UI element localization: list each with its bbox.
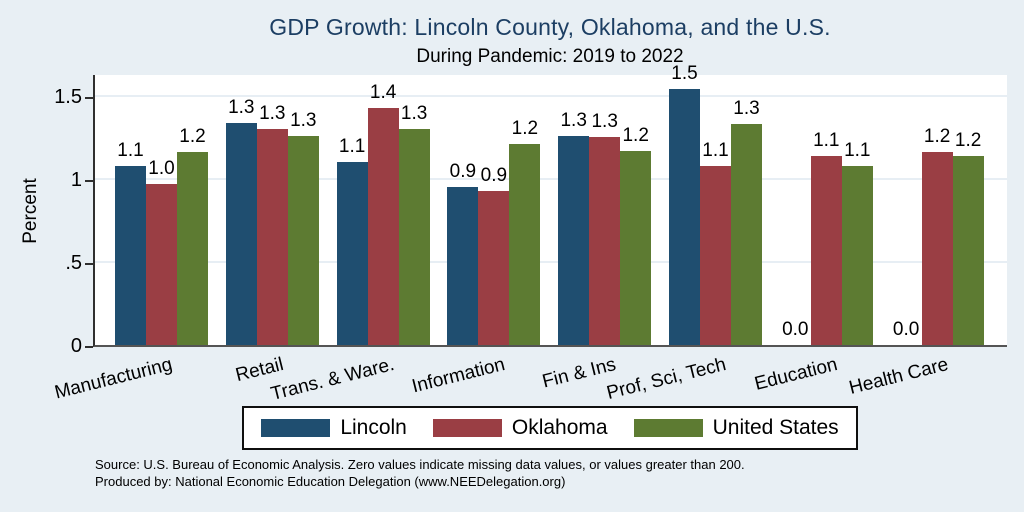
bar-united-states [620, 151, 652, 345]
chart-title: GDP Growth: Lincoln County, Oklahoma, an… [269, 14, 831, 40]
x-axis-label: Manufacturing [52, 354, 175, 404]
y-tick-label: 0 [70, 335, 82, 357]
footnote: Source: U.S. Bureau of Economic Analysis… [95, 457, 745, 490]
bar-value-label: 1.0 [148, 158, 175, 179]
gridline [95, 261, 1007, 263]
chart-subtitle: During Pandemic: 2019 to 2022 [416, 46, 684, 67]
bar-oklahoma [478, 191, 510, 345]
bar-value-label: 0.9 [480, 165, 508, 186]
bar-lincoln [115, 166, 146, 345]
bar-value-label: 1.3 [591, 111, 618, 132]
y-tick-mark [85, 263, 93, 265]
bar-value-label: 1.1 [702, 140, 729, 161]
bar-lincoln [558, 136, 590, 345]
gridline [95, 178, 1007, 180]
legend-swatch [633, 419, 703, 437]
bar-united-states [731, 124, 762, 345]
x-axis-label: Trans. & Ware. [268, 354, 397, 405]
legend-item-oklahoma: Oklahoma [432, 416, 608, 440]
bar-value-label: 1.3 [259, 103, 286, 124]
bar-value-label: 1.2 [954, 130, 982, 151]
bar-oklahoma [921, 152, 953, 345]
footnote-producer-line: Produced by: National Economic Education… [95, 473, 566, 489]
x-axis-label: Health Care [846, 354, 951, 399]
bar-lincoln [336, 162, 368, 345]
bar-value-label: 1.3 [228, 97, 255, 118]
legend-label: United States [712, 416, 839, 439]
bar-oklahoma [256, 129, 288, 345]
bar-value-label: 1.2 [622, 125, 649, 146]
bar-value-label: 0.0 [892, 319, 920, 340]
y-tick-label: 1 [70, 169, 82, 191]
bar-value-label: 1.3 [560, 110, 587, 131]
y-tick-mark [85, 180, 93, 182]
y-tick-mark [85, 346, 93, 348]
bar-united-states [287, 136, 319, 345]
x-axis-label: Information [409, 354, 507, 398]
legend: Lincoln Oklahoma United States [93, 406, 1007, 450]
bar-value-label: 1.1 [338, 136, 366, 157]
bar-oklahoma [810, 156, 842, 345]
bar-value-label: 0.0 [782, 319, 809, 340]
plot-area: 1.1 1.0 1.2 1.3 1.3 1.3 1.1 1.4 1.3 0.9 0.9 1.2 1.3 1… [93, 63, 1007, 347]
bar-value-label: 1.2 [923, 126, 951, 147]
bar-value-label: 1.3 [733, 98, 760, 119]
y-tick-mark [85, 97, 93, 99]
legend-item-lincoln: Lincoln [261, 416, 407, 440]
bar-value-label: 1.3 [290, 110, 317, 131]
bar-value-label: 1.1 [117, 140, 144, 161]
bar-oklahoma [700, 166, 731, 345]
bar-united-states [398, 129, 430, 345]
y-tick-label: 1.5 [54, 86, 82, 108]
bar-united-states [841, 166, 873, 345]
gridline [95, 95, 1007, 97]
bar-oklahoma [146, 184, 177, 345]
bar-value-label: 1.1 [844, 140, 871, 161]
x-axis-label: Education [752, 354, 840, 395]
bar-value-label: 1.5 [671, 63, 698, 84]
bar-oklahoma [367, 108, 399, 345]
bar-value-label: 1.2 [179, 126, 206, 147]
legend-swatch [432, 419, 502, 437]
bar-oklahoma [589, 137, 621, 345]
footnote-source-line: Source: U.S. Bureau of Economic Analysis… [95, 457, 745, 472]
legend-item-united-states: United States [633, 416, 839, 440]
bar-value-label: 1.1 [813, 130, 840, 151]
legend-swatch [261, 419, 331, 437]
bar-lincoln [225, 123, 257, 345]
legend-label: Lincoln [340, 416, 407, 439]
bar-lincoln [447, 187, 479, 345]
bar-value-label: 1.2 [511, 118, 539, 139]
x-axis-label: Prof, Sci, Tech [604, 354, 729, 404]
bar-united-states [952, 156, 984, 345]
legend-box: Lincoln Oklahoma United States [242, 406, 858, 450]
bar-value-label: 0.9 [449, 161, 477, 182]
bar-value-label: 1.4 [369, 82, 397, 103]
bar-value-label: 1.3 [400, 103, 428, 124]
y-tick-label: .5 [65, 252, 82, 274]
legend-label: Oklahoma [511, 416, 608, 439]
bar-united-states [509, 144, 541, 345]
x-axis: Manufacturing Retail Trans. & Ware. Informa… [53, 347, 1007, 409]
bar-united-states [177, 152, 208, 345]
bar-lincoln [669, 89, 700, 345]
